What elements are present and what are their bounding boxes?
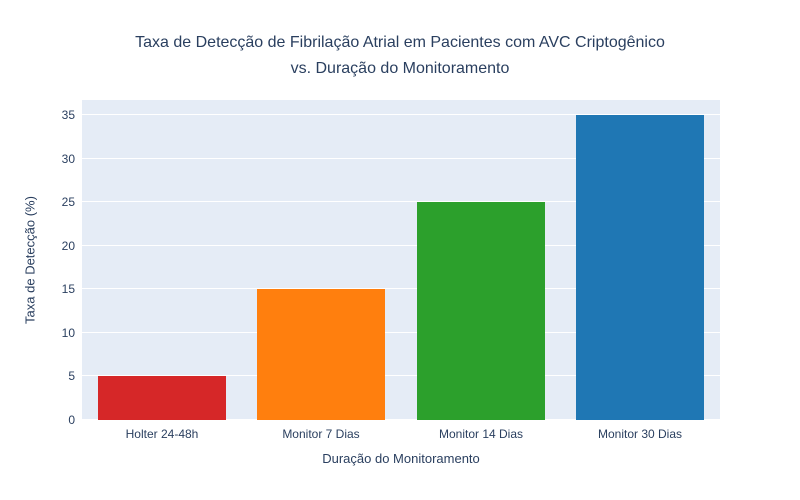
x-tick-label-Monitor 7 Dias: Monitor 7 Dias	[282, 427, 360, 441]
chart-title-line-1: Taxa de Detecção de Fibrilação Atrial em…	[135, 34, 665, 51]
gridline-y-0	[82, 419, 720, 420]
chart-title: Taxa de Detecção de Fibrilação Atrial em…	[0, 30, 800, 82]
gridline-y-10	[82, 331, 720, 333]
x-axis-title: Duração do Monitoramento	[322, 451, 480, 466]
y-tick-label-35: 35	[61, 108, 75, 122]
chart-title-line-2: vs. Duração do Monitoramento	[290, 60, 510, 77]
y-tick-label-15: 15	[61, 282, 75, 297]
x-tick-label-Holter 24-48h: Holter 24-48h	[125, 427, 199, 441]
y-axis-title: Taxa de Detecção (%)	[22, 196, 38, 324]
gridline-y-5	[82, 375, 720, 377]
y-tick-label-20: 20	[61, 238, 75, 253]
gridline-y-15	[82, 288, 720, 290]
y-tick-label-30: 30	[61, 151, 75, 166]
gridline-y-20	[82, 244, 720, 246]
bar-Monitor 30 Dias[interactable]	[576, 115, 704, 420]
y-tick-label-10: 10	[61, 325, 75, 340]
x-tick-label-Monitor 30 Dias: Monitor 30 Dias	[597, 427, 683, 441]
bar-Holter 24-48h[interactable]	[98, 376, 226, 420]
bar-Monitor 14 Dias[interactable]	[417, 202, 545, 420]
gridline-y-35	[82, 114, 720, 115]
plot-area[interactable]	[82, 100, 720, 420]
y-tick-label-5: 5	[68, 369, 75, 384]
gridline-y-25	[82, 201, 720, 203]
gridline-y-30	[82, 157, 720, 159]
y-tick-label-0: 0	[68, 413, 75, 427]
x-tick-label-Monitor 14 Dias: Monitor 14 Dias	[438, 427, 524, 441]
y-tick-label-25: 25	[61, 195, 75, 210]
bar-Monitor 7 Dias[interactable]	[257, 289, 385, 420]
